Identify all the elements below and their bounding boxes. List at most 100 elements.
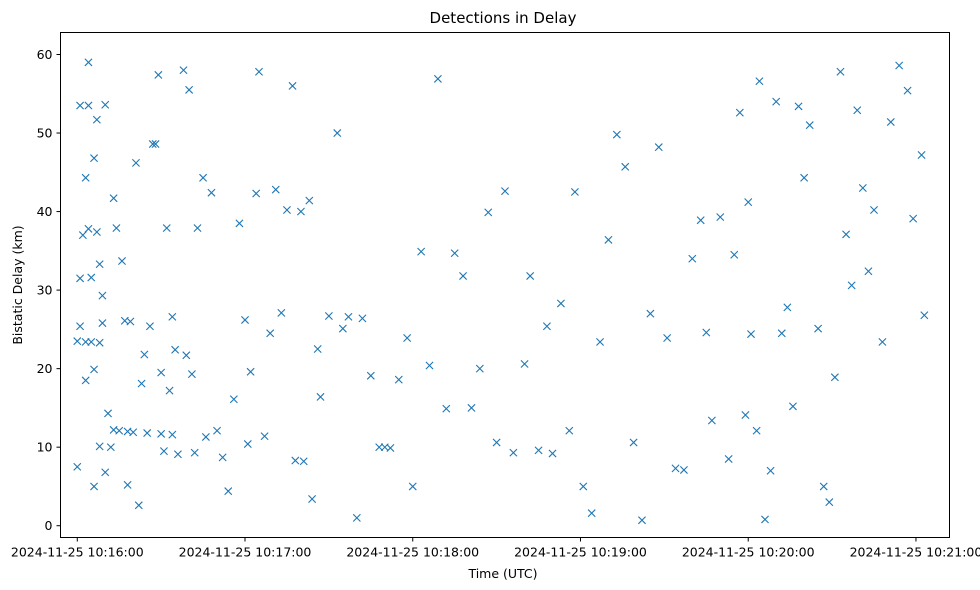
data-point — [90, 482, 99, 491]
data-point — [425, 361, 434, 370]
data-point — [129, 428, 138, 437]
data-point — [542, 322, 551, 331]
x-axis-label: Time (UTC) — [467, 566, 537, 581]
data-point — [134, 501, 143, 510]
data-point — [179, 66, 188, 75]
data-point — [185, 85, 194, 94]
data-point — [467, 403, 476, 412]
data-point — [394, 375, 403, 384]
data-point — [109, 194, 118, 203]
data-point — [814, 324, 823, 333]
data-point — [805, 121, 814, 130]
data-point — [243, 440, 252, 449]
y-axis-ticks: 0 10 20 30 40 50 60 — [37, 47, 61, 533]
data-point — [579, 482, 588, 491]
data-point — [671, 464, 680, 473]
data-point — [296, 207, 305, 216]
data-point — [375, 443, 384, 452]
data-point — [752, 426, 761, 435]
data-point — [182, 351, 191, 360]
data-point — [847, 281, 856, 290]
chart-title: Detections in Delay — [430, 9, 577, 27]
plot-frame — [60, 32, 950, 538]
data-point — [229, 395, 238, 404]
data-point — [819, 482, 828, 491]
data-point — [864, 267, 873, 276]
data-point — [73, 462, 82, 471]
data-markers — [73, 58, 929, 525]
data-point — [417, 247, 426, 256]
data-point — [241, 315, 249, 324]
data-point — [587, 509, 596, 518]
data-point — [87, 337, 96, 346]
data-point — [84, 58, 93, 67]
data-point — [744, 198, 753, 207]
data-point — [621, 162, 630, 171]
data-point — [450, 249, 459, 258]
data-point — [87, 273, 96, 282]
data-point — [123, 480, 132, 489]
data-point — [168, 430, 177, 439]
data-point — [730, 250, 739, 259]
data-point — [95, 338, 104, 347]
data-point — [168, 312, 177, 321]
data-point — [484, 208, 493, 217]
data-point — [570, 187, 579, 196]
data-point — [772, 97, 781, 106]
y-tick-label: 40 — [37, 204, 53, 219]
data-point — [165, 386, 174, 395]
data-point — [548, 449, 557, 458]
data-point — [886, 118, 895, 127]
data-point — [663, 334, 672, 343]
data-point — [766, 466, 775, 475]
data-point — [794, 102, 803, 111]
data-point — [842, 230, 851, 239]
data-point — [98, 291, 107, 300]
data-point — [830, 373, 839, 382]
data-point — [81, 337, 90, 346]
data-point — [747, 330, 756, 339]
data-point — [81, 173, 90, 182]
data-point — [408, 482, 417, 491]
data-point — [492, 438, 501, 447]
data-point — [783, 303, 792, 312]
x-tick-label: 2024-11-25 10:21:00 — [850, 545, 980, 560]
data-point — [903, 86, 912, 95]
data-point — [84, 224, 93, 233]
data-point — [526, 271, 535, 280]
data-point — [126, 317, 135, 326]
data-point — [358, 314, 367, 323]
data-point — [145, 322, 154, 331]
data-point — [878, 337, 887, 346]
data-point — [299, 457, 308, 466]
data-point — [565, 426, 574, 435]
x-tick-label: 2024-11-25 10:19:00 — [514, 545, 647, 560]
data-point — [825, 498, 834, 507]
data-point — [246, 367, 255, 376]
data-point — [187, 370, 196, 379]
data-point — [520, 359, 529, 368]
data-point — [193, 224, 202, 233]
data-point — [629, 438, 638, 447]
data-point — [534, 446, 543, 455]
data-point — [95, 442, 104, 451]
data-point — [95, 260, 104, 269]
data-point — [154, 70, 163, 79]
data-point — [112, 224, 121, 233]
data-point — [870, 206, 879, 214]
x-tick-label: 2024-11-25 10:20:00 — [682, 545, 815, 560]
data-point — [702, 328, 711, 337]
data-point — [716, 213, 725, 222]
y-tick-label: 60 — [37, 47, 53, 62]
data-point — [333, 129, 342, 138]
data-point — [254, 67, 263, 76]
data-point — [366, 371, 375, 380]
data-point — [654, 143, 663, 152]
y-tick-label: 50 — [37, 126, 53, 141]
data-point — [157, 429, 166, 438]
data-point — [73, 337, 82, 346]
data-point — [201, 432, 210, 441]
data-point — [76, 101, 85, 110]
data-point — [433, 74, 442, 83]
data-point — [148, 140, 157, 149]
